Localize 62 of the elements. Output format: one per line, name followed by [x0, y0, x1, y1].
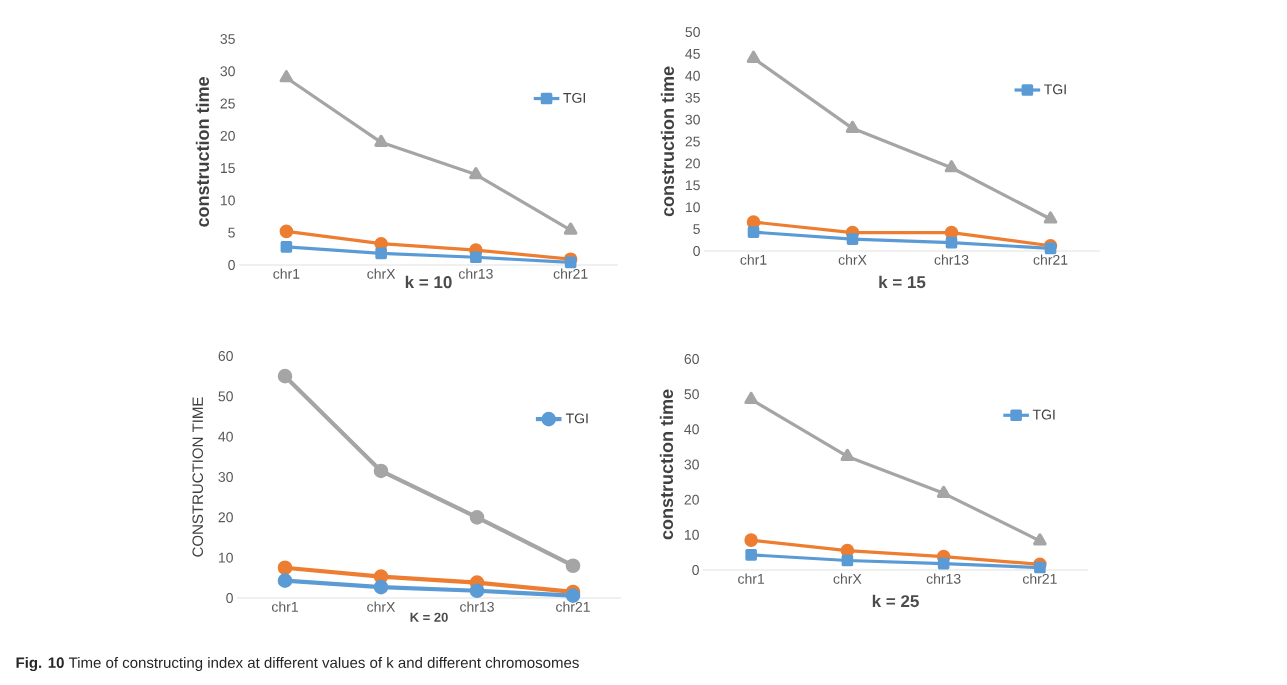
x-tick-label: chrX — [367, 268, 396, 279]
x-tick-label: chr1 — [738, 573, 765, 584]
y-axis-title: construction time — [195, 77, 210, 227]
y-tick-label: 0 — [693, 246, 700, 256]
y-tick-label: 0 — [692, 565, 699, 575]
y-axis-title: construction time — [659, 389, 674, 540]
y-tick-label: 50 — [685, 27, 700, 37]
y-axis-title: construction time — [660, 66, 675, 217]
x-tick-label: chr13 — [458, 268, 493, 279]
x-tick-label: chrX — [838, 254, 867, 265]
y-tick-label: 50 — [218, 391, 233, 402]
x-axis-title: k = 10 — [405, 275, 452, 289]
legend-label: TGI — [565, 413, 588, 424]
x-axis-title: k = 15 — [879, 275, 926, 289]
y-tick-label: 40 — [684, 424, 699, 435]
y-tick-label: 45 — [685, 49, 700, 59]
y-tick-label: 30 — [220, 66, 235, 77]
y-tick-label: 30 — [684, 459, 699, 470]
y-tick-label: 10 — [220, 195, 235, 206]
x-tick-label: chr13 — [460, 601, 494, 612]
x-axis-title: k = 25 — [872, 594, 919, 608]
y-tick-label: 20 — [220, 130, 235, 141]
x-tick-label: chr1 — [271, 601, 298, 612]
x-tick-label: chr21 — [556, 601, 590, 612]
y-tick-label: 30 — [685, 114, 700, 125]
y-tick-label: 35 — [685, 92, 700, 103]
x-tick-label: chr21 — [1022, 573, 1057, 584]
y-tick-label: 10 — [685, 202, 700, 213]
x-tick-label: chr21 — [553, 268, 588, 279]
y-tick-label: 0 — [228, 260, 235, 270]
x-tick-label: chrX — [833, 573, 862, 584]
y-tick-label: 60 — [218, 351, 233, 361]
text: Fig. 10 Time of constructing index at different values of k and different chromosomes — [16, 656, 579, 672]
y-axis-title: CONSTRUCTION TIME — [192, 397, 204, 557]
y-tick-label: 25 — [685, 136, 700, 147]
y-tick-label: 40 — [685, 70, 700, 81]
y-tick-label: 50 — [684, 389, 699, 400]
y-tick-label: 20 — [684, 494, 699, 505]
x-tick-label: chr13 — [926, 573, 961, 584]
legend-label: TGI — [1032, 409, 1055, 420]
x-tick-label: chrX — [367, 601, 396, 612]
legend-label: TGI — [1044, 84, 1066, 95]
y-tick-label: 10 — [684, 529, 699, 540]
x-tick-label: chr13 — [934, 254, 969, 265]
y-tick-label: 20 — [685, 158, 700, 169]
y-tick-label: 5 — [228, 227, 235, 238]
y-tick-label: 5 — [693, 224, 700, 234]
x-tick-label: chr1 — [273, 268, 300, 279]
x-axis-title: K = 20 — [410, 612, 448, 622]
y-tick-label: 10 — [218, 552, 233, 563]
x-tick-label: chr21 — [1033, 254, 1068, 265]
y-tick-label: 30 — [218, 472, 233, 482]
y-tick-label: 35 — [220, 34, 235, 44]
y-tick-label: 40 — [218, 431, 233, 442]
y-tick-label: 20 — [218, 512, 233, 523]
legend-label: TGI — [563, 92, 585, 103]
y-tick-label: 15 — [220, 163, 235, 174]
y-tick-label: 0 — [226, 593, 233, 603]
y-tick-label: 15 — [685, 180, 700, 191]
y-tick-label: 25 — [220, 98, 235, 109]
y-tick-label: 60 — [684, 354, 699, 364]
x-tick-label: chr1 — [740, 254, 767, 265]
